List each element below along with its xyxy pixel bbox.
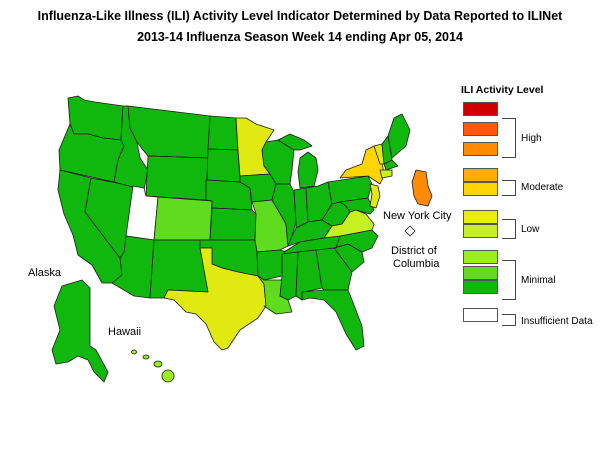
nyc-label: New York City bbox=[383, 210, 452, 222]
legend-title: ILI Activity Level bbox=[461, 84, 544, 96]
legend-swatch-level-6 bbox=[463, 182, 498, 196]
state-virginia[interactable] bbox=[323, 209, 375, 239]
legend-bracket-minimal bbox=[502, 260, 516, 300]
legend-bracket-low bbox=[502, 219, 516, 239]
state-florida[interactable] bbox=[301, 289, 365, 351]
legend-swatch-level-0 bbox=[463, 308, 498, 322]
legend-swatch-level-2 bbox=[463, 266, 498, 280]
legend-label-high: High bbox=[521, 133, 542, 144]
hawaii-label: Hawaii bbox=[108, 326, 142, 338]
legend-bracket-moderate bbox=[502, 180, 516, 196]
state-michigan-upper[interactable] bbox=[277, 133, 313, 151]
state-washington[interactable] bbox=[67, 95, 124, 141]
legend-swatch-level-5 bbox=[463, 210, 498, 224]
state-massachusetts[interactable] bbox=[383, 159, 399, 171]
state-indiana[interactable] bbox=[293, 187, 309, 229]
state-montana[interactable] bbox=[127, 105, 211, 159]
legend-label-low: Low bbox=[521, 224, 540, 235]
state-hawaii-maui[interactable] bbox=[153, 360, 163, 368]
state-louisiana[interactable] bbox=[257, 275, 293, 315]
legend-label-insufficient: Insufficient Data bbox=[521, 316, 593, 327]
state-hawaii-oahu[interactable] bbox=[142, 354, 150, 360]
map-subtitle: 2013-14 Influenza Season Week 14 ending … bbox=[137, 30, 463, 44]
state-new-jersey[interactable] bbox=[369, 183, 381, 209]
legend-swatch-level-9 bbox=[463, 122, 498, 136]
alaska-label: Alaska bbox=[28, 267, 62, 279]
state-michigan[interactable] bbox=[297, 151, 319, 189]
legend-swatch-level-8 bbox=[463, 142, 498, 156]
legend-swatch-level-3 bbox=[463, 250, 498, 264]
state-connecticut[interactable] bbox=[379, 169, 393, 179]
legend-bracket-insufficient bbox=[502, 314, 516, 326]
state-alaska[interactable] bbox=[51, 279, 109, 383]
nyc-region[interactable] bbox=[411, 169, 433, 207]
state-wyoming[interactable] bbox=[145, 155, 209, 201]
state-south-dakota[interactable] bbox=[206, 148, 241, 183]
dc-label-line1: District of bbox=[391, 245, 437, 257]
state-north-dakota[interactable] bbox=[207, 115, 239, 151]
map-title: Influenza-Like Illness (ILI) Activity Le… bbox=[37, 9, 563, 23]
legend-label-minimal: Minimal bbox=[521, 275, 556, 286]
legend-swatch-level-10 bbox=[463, 102, 498, 116]
state-colorado[interactable] bbox=[153, 196, 213, 241]
legend-swatch-level-4 bbox=[463, 224, 498, 238]
state-kansas[interactable] bbox=[209, 207, 257, 241]
state-maine[interactable] bbox=[387, 113, 411, 159]
state-mississippi[interactable] bbox=[279, 251, 299, 301]
dc-label-line2: Columbia bbox=[393, 258, 440, 270]
state-hawaii[interactable] bbox=[161, 369, 175, 383]
legend-label-moderate: Moderate bbox=[521, 182, 564, 193]
legend-swatch-level-7 bbox=[463, 168, 498, 182]
legend-swatch-level-1 bbox=[463, 280, 498, 294]
state-maryland[interactable] bbox=[339, 197, 375, 215]
state-texas[interactable] bbox=[163, 247, 267, 351]
legend-bracket-high bbox=[502, 118, 516, 158]
state-hawaii-kauai[interactable] bbox=[131, 349, 137, 355]
dc-marker[interactable] bbox=[404, 225, 416, 237]
